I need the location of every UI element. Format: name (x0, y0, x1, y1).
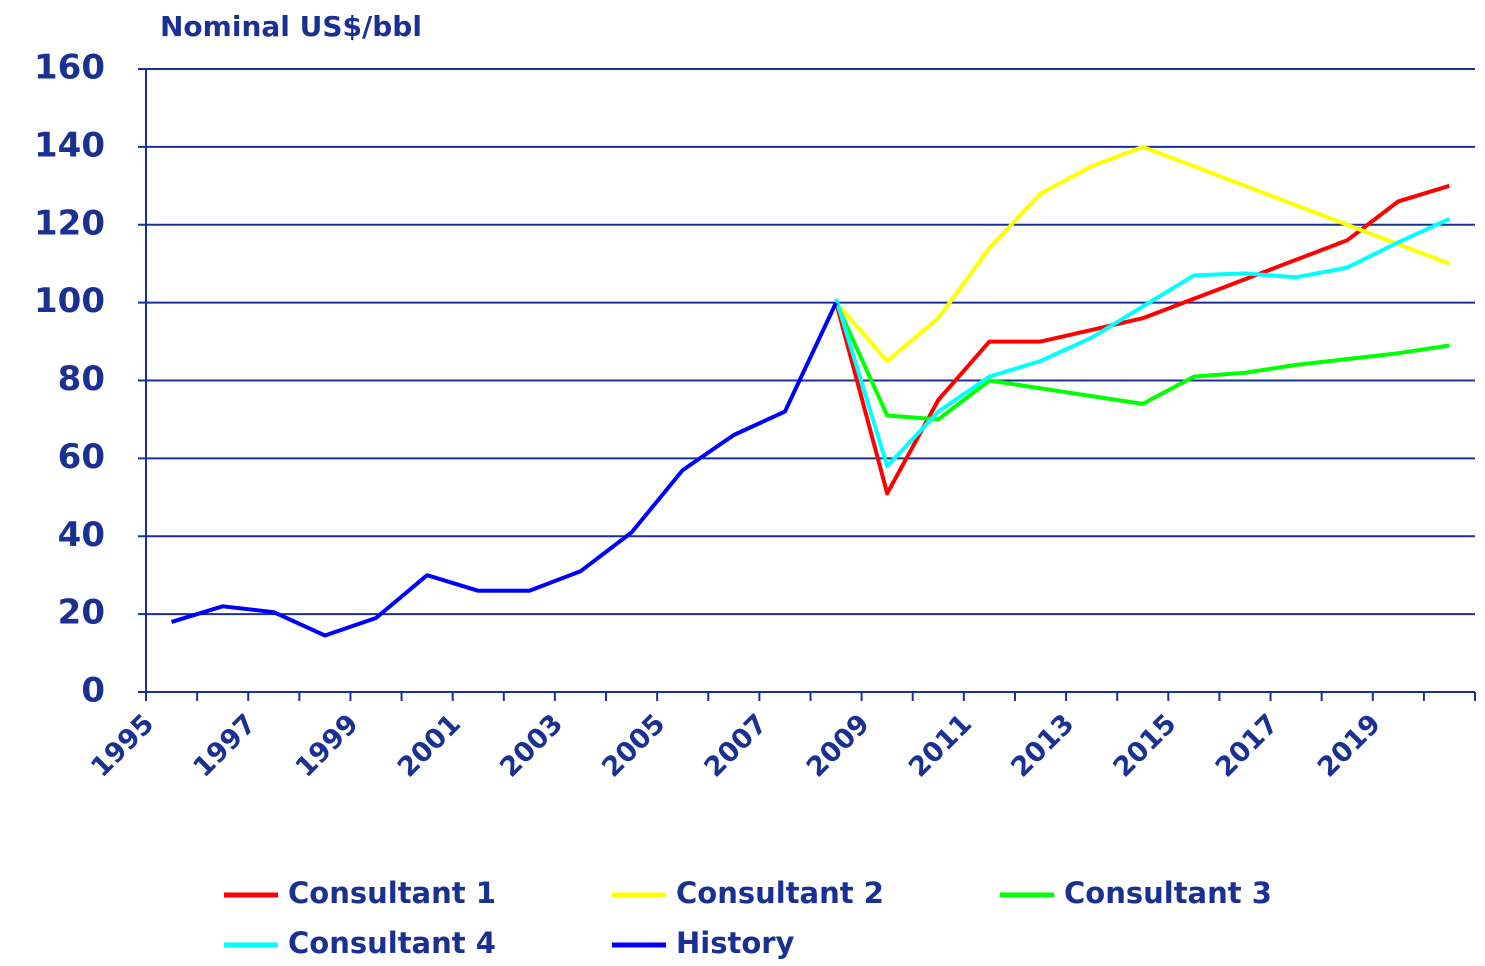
legend-label: Consultant 4 (288, 926, 496, 960)
y-tick-label: 100 (34, 281, 105, 321)
y-tick-label: 80 (58, 359, 105, 399)
legend-label: Consultant 3 (1064, 876, 1272, 910)
y-axis-label: Nominal US$/bbl (160, 10, 422, 43)
y-tick-label: 20 (58, 593, 105, 633)
series-line (834, 183, 1450, 496)
y-tick-label: 40 (58, 515, 105, 555)
x-tick-label: 2005 (596, 708, 671, 783)
series-line (834, 217, 1451, 469)
legend-label: History (676, 926, 795, 960)
series-line (834, 144, 1451, 363)
y-tick-label: 60 (58, 437, 105, 477)
x-tick-label: 1997 (187, 708, 262, 783)
y-tick-label: 0 (81, 671, 105, 711)
x-tick-label: 2019 (1312, 708, 1387, 783)
x-tick-label: 2013 (1005, 708, 1080, 783)
series-line (171, 301, 838, 638)
legend-label: Consultant 1 (288, 876, 496, 910)
x-tick-label: 2007 (699, 708, 774, 783)
series-line (834, 301, 1450, 422)
y-tick-label: 140 (34, 125, 105, 165)
x-tick-label: 2015 (1107, 708, 1182, 783)
legend-label: Consultant 2 (676, 876, 884, 910)
x-tick-label: 1995 (85, 708, 160, 783)
x-tick-label: 2009 (801, 708, 876, 783)
y-tick-label: 120 (34, 203, 105, 243)
x-tick-label: 1999 (290, 708, 365, 783)
x-tick-label: 2001 (392, 708, 467, 783)
x-tick-label: 2011 (903, 708, 978, 783)
x-tick-label: 2017 (1210, 708, 1285, 783)
y-tick-label: 160 (34, 48, 105, 88)
x-tick-label: 2003 (494, 708, 569, 783)
